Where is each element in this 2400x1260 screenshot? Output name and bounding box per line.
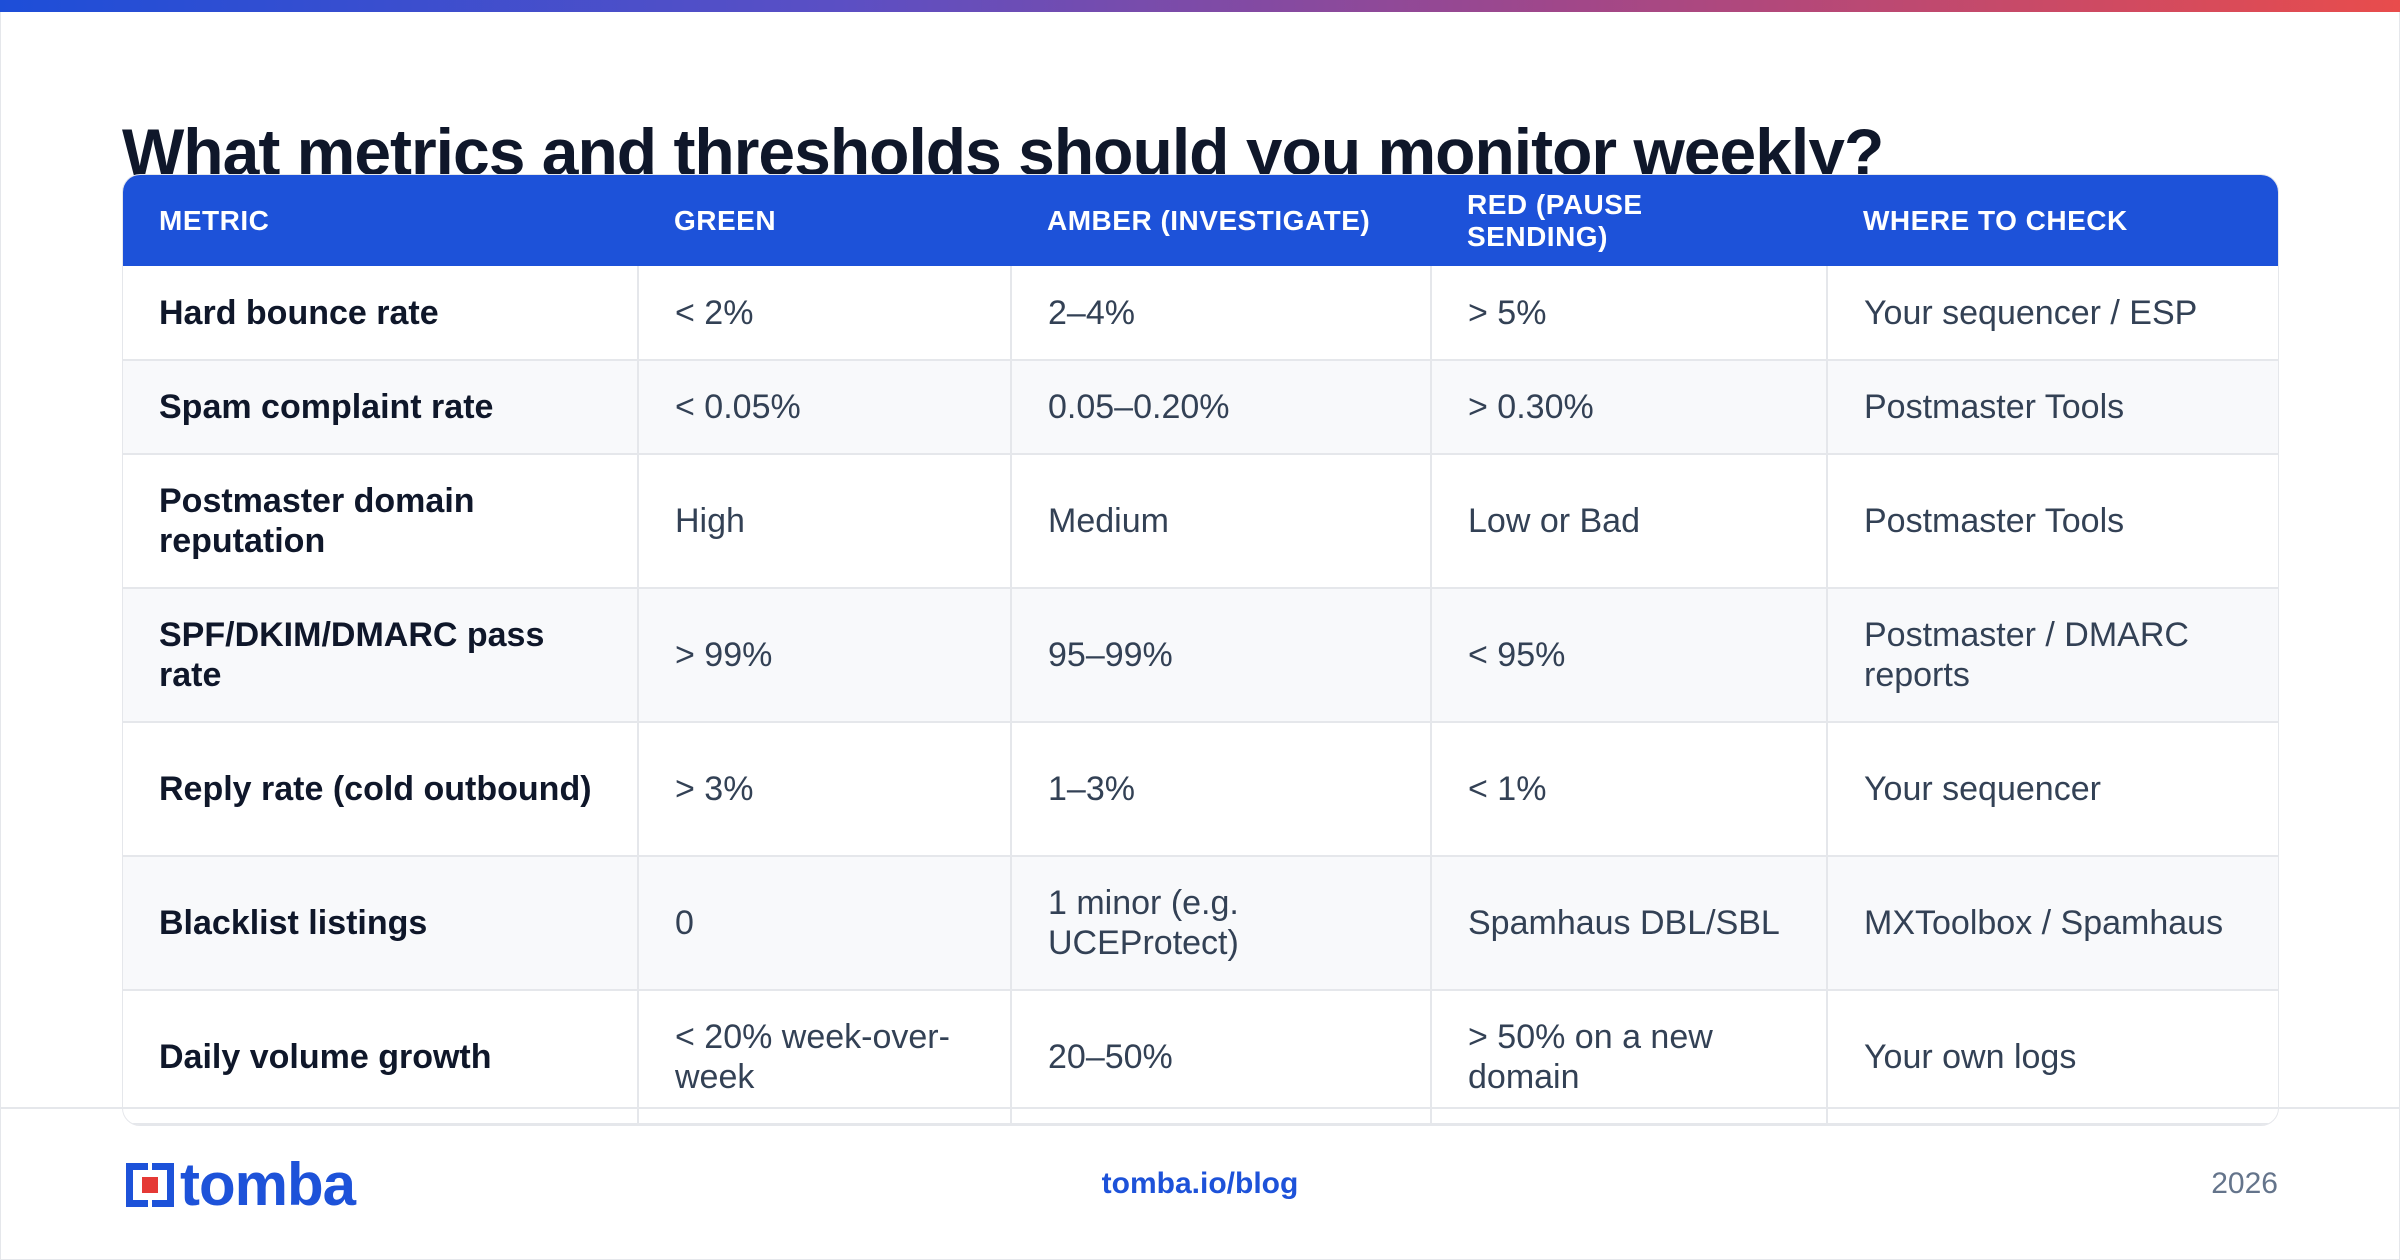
- metric-cell: Blacklist listings: [123, 856, 639, 991]
- where-cell: Postmaster Tools: [1827, 454, 2278, 589]
- header-metric: METRIC: [123, 175, 638, 266]
- metrics-table: METRIC GREEN AMBER (INVESTIGATE) RED (PA…: [123, 175, 2278, 1125]
- top-gradient-bar: [0, 0, 2400, 12]
- green-cell: 0: [638, 856, 1012, 991]
- green-cell: > 3%: [638, 722, 1012, 857]
- red-cell: Spamhaus DBL/SBL: [1431, 856, 1828, 991]
- amber-cell: 0.05–0.20%: [1011, 360, 1432, 455]
- red-cell: > 5%: [1431, 266, 1828, 361]
- amber-cell: Medium: [1011, 454, 1432, 589]
- metric-cell: Hard bounce rate: [123, 266, 639, 361]
- metric-cell: SPF/DKIM/DMARC pass rate: [123, 588, 639, 723]
- red-cell: < 95%: [1431, 588, 1828, 723]
- table-row: Daily volume growth < 20% week-over-week…: [123, 990, 2278, 1125]
- red-cell: > 50% on a new domain: [1431, 990, 1828, 1125]
- footer-divider: [0, 1107, 2400, 1109]
- header-red: RED (PAUSE SENDING): [1431, 175, 1827, 266]
- metric-cell: Reply rate (cold outbound): [123, 722, 639, 857]
- table-row: SPF/DKIM/DMARC pass rate > 99% 95–99% < …: [123, 588, 2278, 723]
- green-cell: < 2%: [638, 266, 1012, 361]
- footer-year: 2026: [2211, 1167, 2278, 1200]
- tomba-logo[interactable]: tomba: [122, 1151, 382, 1218]
- metric-cell: Daily volume growth: [123, 990, 639, 1125]
- red-cell: < 1%: [1431, 722, 1828, 857]
- metrics-table-card: METRIC GREEN AMBER (INVESTIGATE) RED (PA…: [122, 174, 2279, 1126]
- header-where-to-check: WHERE TO CHECK: [1827, 175, 2278, 266]
- green-cell: > 99%: [638, 588, 1012, 723]
- green-cell: < 20% week-over-week: [638, 990, 1012, 1125]
- green-cell: < 0.05%: [638, 360, 1012, 455]
- header-green: GREEN: [638, 175, 1011, 266]
- table-row: Reply rate (cold outbound) > 3% 1–3% < 1…: [123, 722, 2278, 857]
- metric-cell: Spam complaint rate: [123, 360, 639, 455]
- red-cell: Low or Bad: [1431, 454, 1828, 589]
- amber-cell: 1 minor (e.g. UCEProtect): [1011, 856, 1432, 991]
- where-cell: Postmaster / DMARC reports: [1827, 588, 2278, 723]
- tomba-logo-icon: [126, 1163, 174, 1207]
- where-cell: Your sequencer: [1827, 722, 2278, 857]
- where-cell: MXToolbox / Spamhaus: [1827, 856, 2278, 991]
- page-title: What metrics and thresholds should you m…: [122, 115, 1884, 178]
- red-cell: > 0.30%: [1431, 360, 1828, 455]
- table-row: Spam complaint rate < 0.05% 0.05–0.20% >…: [123, 360, 2278, 455]
- table-row: Hard bounce rate < 2% 2–4% > 5% Your seq…: [123, 266, 2278, 361]
- where-cell: Your own logs: [1827, 990, 2278, 1125]
- logo-text: tomba: [180, 1151, 356, 1218]
- amber-cell: 1–3%: [1011, 722, 1432, 857]
- amber-cell: 95–99%: [1011, 588, 1432, 723]
- amber-cell: 2–4%: [1011, 266, 1432, 361]
- table-header-row: METRIC GREEN AMBER (INVESTIGATE) RED (PA…: [123, 175, 2278, 266]
- green-cell: High: [638, 454, 1012, 589]
- table-row: Postmaster domain reputation High Medium…: [123, 454, 2278, 589]
- where-cell: Your sequencer / ESP: [1827, 266, 2278, 361]
- header-amber: AMBER (INVESTIGATE): [1011, 175, 1431, 266]
- amber-cell: 20–50%: [1011, 990, 1432, 1125]
- blog-link[interactable]: tomba.io/blog: [1101, 1167, 1299, 1200]
- table-row: Blacklist listings 0 1 minor (e.g. UCEPr…: [123, 856, 2278, 991]
- where-cell: Postmaster Tools: [1827, 360, 2278, 455]
- metric-cell: Postmaster domain reputation: [123, 454, 639, 589]
